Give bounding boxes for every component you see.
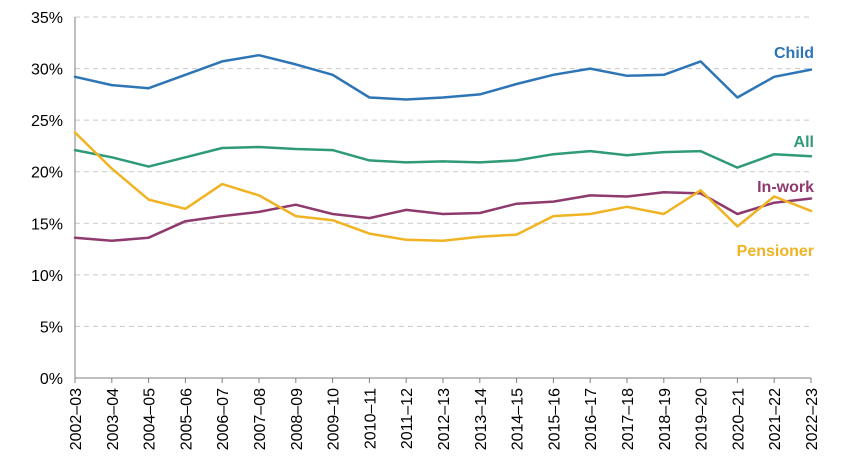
- y-tick-label: 20%: [31, 165, 63, 182]
- x-tick-label: 2021–22: [767, 388, 784, 450]
- x-tick-label: 2016–17: [583, 388, 600, 450]
- x-tick-label: 2004–05: [142, 388, 159, 450]
- y-axis: 0% 5% 10% 15% 20% 25% 30% 35%: [31, 10, 76, 388]
- x-tick-label: 2003–04: [105, 388, 122, 450]
- y-tick-label: 5%: [40, 319, 63, 336]
- x-tick-label: 2010–11: [362, 388, 379, 449]
- y-tick-label: 15%: [31, 216, 63, 233]
- y-tick-label: 0%: [40, 371, 63, 388]
- series-label-pensioner: Pensioner: [737, 243, 814, 260]
- series-lines: [73, 53, 813, 243]
- x-tick-label: 2018–19: [657, 388, 674, 450]
- series-line-pensioner: [73, 131, 813, 243]
- x-tick-label: 2022–23: [804, 388, 821, 450]
- grid-lines: [75, 16, 811, 327]
- series-line-in-work: [73, 191, 813, 243]
- y-tick-label: 25%: [31, 113, 63, 130]
- series-label-in-work: In-work: [757, 179, 814, 196]
- x-tick-label: 2017–18: [620, 388, 637, 450]
- x-tick-label: 2011–12: [399, 388, 416, 449]
- x-tick-label: 2013–14: [473, 388, 490, 450]
- x-tick-label: 2015–16: [546, 388, 563, 450]
- series-label-all: All: [794, 134, 814, 151]
- x-tick-label: 2012–13: [436, 388, 453, 450]
- x-tick-label: 2020–21: [730, 388, 747, 450]
- y-tick-label: 30%: [31, 62, 63, 79]
- x-tick-label: 2006–07: [215, 388, 232, 450]
- x-axis: 2002–03 2003–04 2004–05 2005–06 2006–07 2007–…: [68, 377, 821, 450]
- x-tick-label: 2009–10: [326, 388, 343, 450]
- y-tick-label: 10%: [31, 268, 63, 285]
- x-tick-label: 2014–15: [510, 388, 527, 450]
- y-tick-label: 35%: [31, 10, 63, 27]
- series-line-all: [73, 145, 813, 169]
- x-tick-label: 2007–08: [252, 388, 269, 450]
- x-tick-label: 2019–20: [694, 388, 711, 450]
- x-tick-label: 2005–06: [178, 388, 195, 450]
- x-tick-label: 2008–09: [289, 388, 306, 450]
- x-tick-label: 2002–03: [68, 388, 85, 450]
- series-label-child: Child: [774, 45, 814, 62]
- series-labels: Child All In-work Pensioner: [737, 45, 814, 260]
- series-line-child: [73, 53, 813, 101]
